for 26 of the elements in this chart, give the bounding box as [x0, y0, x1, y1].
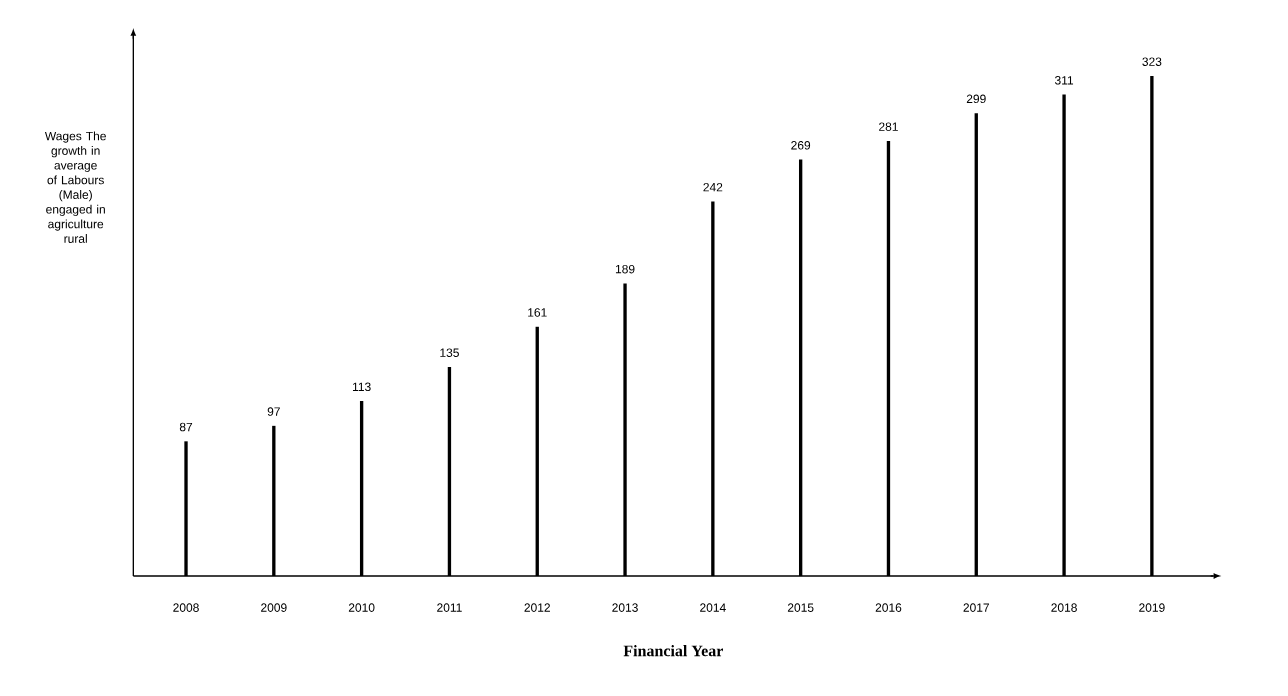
- x-tick-label: 2011: [437, 603, 462, 612]
- x-tick-label: 2015: [787, 603, 814, 612]
- data-label: 135: [440, 348, 459, 357]
- x-tick-label: 2017: [963, 603, 989, 612]
- data-label: 113: [352, 382, 371, 392]
- data-label: 242: [703, 182, 723, 192]
- data-label: 269: [791, 141, 811, 150]
- data-label: 299: [966, 94, 986, 104]
- x-tick-label: 2010: [348, 603, 375, 612]
- x-tick-label: 2018: [1051, 603, 1077, 612]
- data-label: 281: [879, 122, 898, 131]
- x-axis-title: Financial Year: [623, 645, 724, 657]
- x-tick-label: 2013: [612, 603, 638, 612]
- data-label: 161: [528, 308, 547, 317]
- data-label: 97: [267, 407, 280, 416]
- y-axis-title: Wages The growth in average of Labours (Male) engaged in agriculture rural: [44, 131, 106, 243]
- x-tick-label: 2019: [1139, 603, 1165, 612]
- data-label: 189: [615, 264, 635, 274]
- x-tick-label: 2016: [875, 603, 902, 612]
- x-tick-label: 2012: [524, 603, 550, 612]
- x-tick-label: 2014: [700, 603, 726, 612]
- x-tick-label: 2008: [173, 603, 199, 612]
- data-label: 311: [1054, 76, 1074, 85]
- data-label: 87: [179, 422, 193, 432]
- data-label: 323: [1142, 57, 1162, 66]
- x-tick-label: 2009: [261, 603, 287, 612]
